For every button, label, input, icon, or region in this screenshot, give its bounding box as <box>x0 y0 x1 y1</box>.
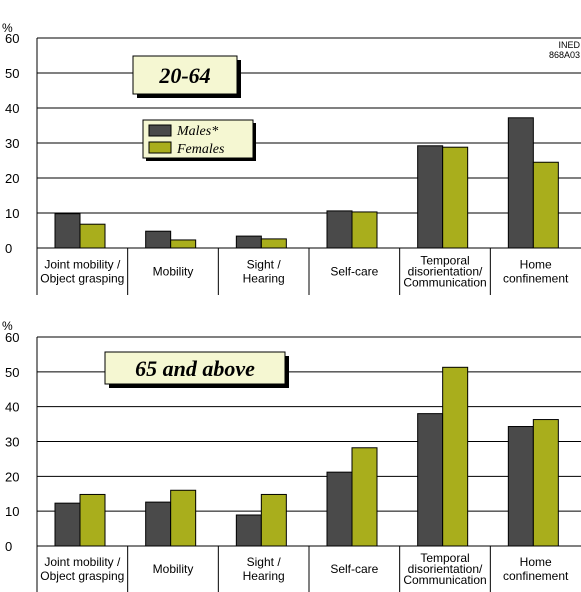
y-axis-unit-label: % <box>2 319 13 333</box>
y-tick-label: 50 <box>5 66 19 81</box>
category-label: disorientation/ <box>408 265 483 279</box>
category-label: disorientation/ <box>408 562 483 576</box>
males-bar <box>54 502 81 547</box>
females-bar <box>170 489 197 547</box>
source-note-line2: 868A03 <box>549 50 580 60</box>
category-label: Sight / <box>247 258 282 272</box>
males-bar <box>326 210 353 249</box>
y-tick-label: 40 <box>5 400 19 415</box>
y-tick-label: 50 <box>5 365 19 380</box>
females-bar <box>351 211 378 249</box>
females-bar <box>260 238 287 249</box>
y-tick-label: 60 <box>5 330 19 345</box>
y-tick-label: 20 <box>5 171 19 186</box>
legend-label-females: Females <box>176 142 225 157</box>
chart-panel-1: % 0 10 20 30 40 50 60 Joint mobility /Object gra… <box>2 21 581 295</box>
category-label: Home <box>520 555 552 569</box>
category-label: confinement <box>503 272 569 286</box>
category-label: Communication <box>403 573 486 587</box>
category-label: Joint mobility / <box>44 555 121 569</box>
category-label: Temporal <box>420 551 469 565</box>
legend-swatch-males <box>148 124 172 137</box>
y-tick-label: 10 <box>5 206 19 221</box>
males-bar <box>145 230 172 249</box>
females-bar <box>260 493 287 547</box>
males-bar <box>235 514 262 547</box>
y-tick-label: 20 <box>5 469 19 484</box>
category-label: Object grasping <box>40 272 124 286</box>
y-tick-label: 40 <box>5 101 19 116</box>
females-bar <box>79 223 106 249</box>
y-tick-label: 0 <box>5 241 12 256</box>
age-group-box <box>104 351 286 385</box>
males-bar <box>507 426 534 547</box>
males-bar <box>417 413 444 547</box>
y-axis-unit-label: % <box>2 21 13 35</box>
category-label: Communication <box>403 276 486 290</box>
females-bar <box>79 493 106 547</box>
legend: Males* Females <box>142 119 256 161</box>
category-label: Hearing <box>243 272 285 286</box>
category-label: Self-care <box>330 562 378 576</box>
category-label: Sight / <box>247 555 282 569</box>
category-label: Home <box>520 258 552 272</box>
females-bar <box>351 447 378 547</box>
males-bar <box>145 501 172 547</box>
males-bar <box>326 471 353 547</box>
category-label: Object grasping <box>40 569 124 583</box>
legend-label-males: Males* <box>176 124 218 139</box>
category-label: confinement <box>503 569 569 583</box>
category-label: Hearing <box>243 569 285 583</box>
males-bar <box>507 117 534 249</box>
category-label: Joint mobility / <box>44 258 121 272</box>
y-tick-label: 30 <box>5 136 19 151</box>
males-bar <box>417 145 444 249</box>
males-bar <box>235 235 262 249</box>
females-bar <box>532 419 559 547</box>
category-label: Mobility <box>153 562 194 576</box>
age-group-title: 20-64 <box>158 63 210 88</box>
chart-panel-2: % 0 10 20 30 40 50 60 Joint mobility /Object gra… <box>2 319 581 592</box>
females-bar <box>442 146 469 249</box>
category-label: Self-care <box>330 265 378 279</box>
age-group-box <box>132 55 238 95</box>
age-group-title: 65 and above <box>135 356 255 381</box>
y-tick-label: 60 <box>5 31 19 46</box>
y-tick-label: 30 <box>5 435 19 450</box>
legend-swatch-females <box>148 141 172 154</box>
y-tick-label: 10 <box>5 504 19 519</box>
source-note-line1: INED <box>558 40 580 50</box>
category-label: Temporal <box>420 254 469 268</box>
females-bar <box>170 239 197 249</box>
males-bar <box>54 213 81 249</box>
females-bar <box>442 366 469 547</box>
females-bar <box>532 161 559 249</box>
category-label: Mobility <box>153 265 194 279</box>
y-tick-label: 0 <box>5 539 12 554</box>
